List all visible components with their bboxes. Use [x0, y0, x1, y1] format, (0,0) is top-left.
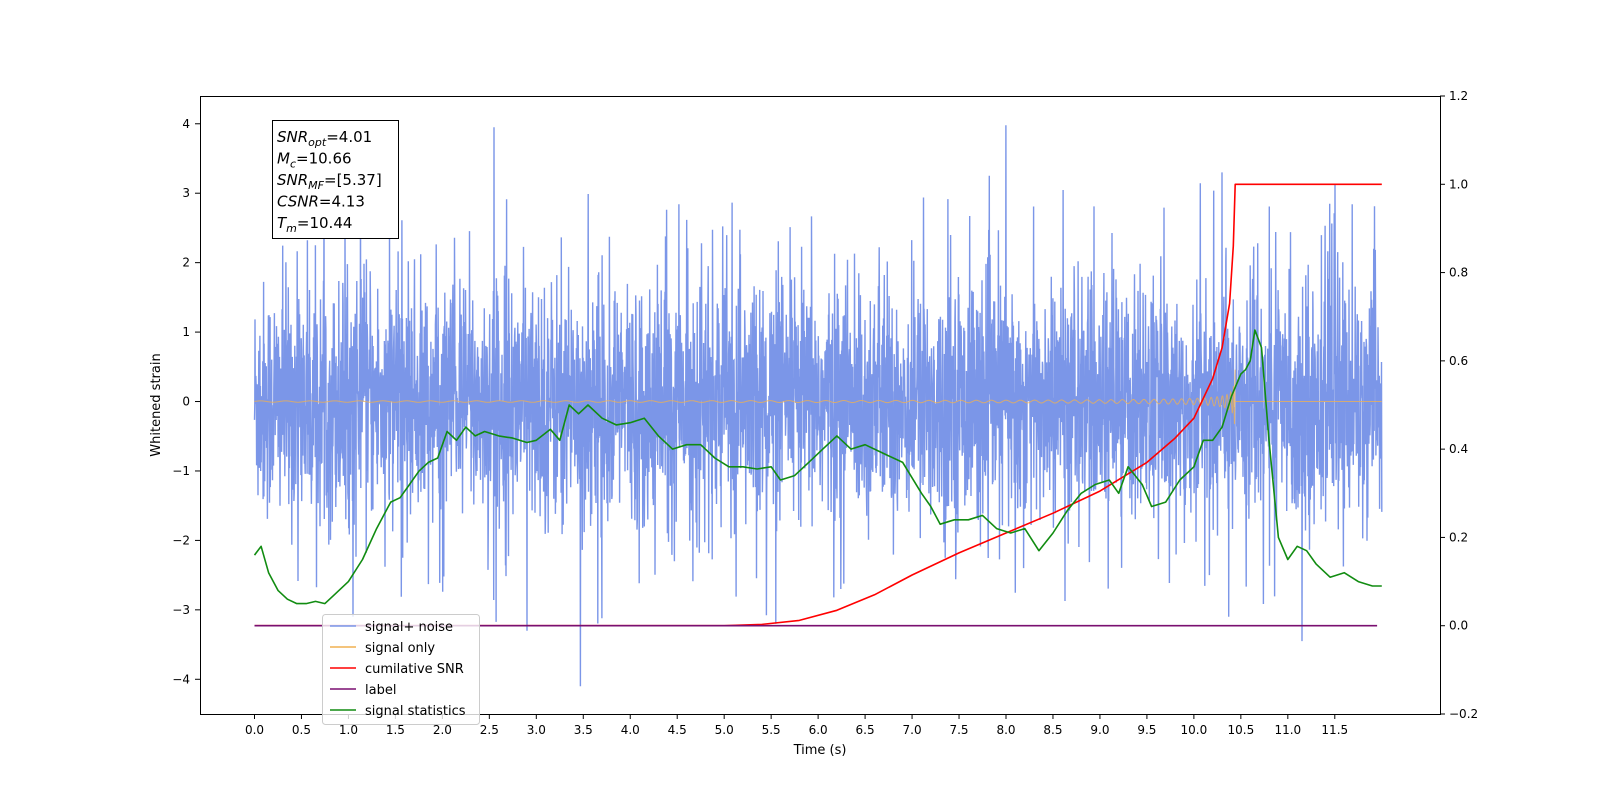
y-axis-label: Whitened strain [149, 353, 164, 456]
x-tick-label: 0.0 [245, 723, 264, 737]
series-cumilative-snr [254, 183, 1382, 627]
annotation-value: =[5.37] [324, 171, 382, 189]
x-tick-label: 10.0 [1181, 723, 1208, 737]
x-tick-label: 7.5 [949, 723, 968, 737]
y2-tick-label: 0.4 [1449, 442, 1468, 456]
y2-tick-label: 1.2 [1449, 89, 1468, 103]
series-signal-statistics [253, 329, 1382, 605]
y-tick-label: 0 [182, 395, 190, 409]
legend: signal+ noise signal only cumilative SNR la… [322, 614, 480, 725]
annotation-symbol: SNR [277, 171, 308, 189]
annotation-subscript: MF [308, 179, 324, 192]
annotation-symbol: SNR [277, 128, 308, 146]
legend-entry: label [365, 683, 396, 698]
x-tick-label: 8.5 [1043, 723, 1062, 737]
y2-tick-label: −0.2 [1449, 707, 1478, 721]
y-tick-label: −4 [172, 672, 190, 686]
annotation-symbol: T [277, 214, 288, 232]
x-tick-label: 0.5 [292, 723, 311, 737]
x-tick-label: 4.0 [621, 723, 640, 737]
y2-tick-label: 0.6 [1449, 354, 1468, 368]
x-tick-label: 11.0 [1274, 723, 1301, 737]
x-tick-label: 3.5 [574, 723, 593, 737]
x-tick-label: 1.0 [339, 723, 358, 737]
y-tick-label: −3 [172, 603, 190, 617]
annotation-value: =4.01 [326, 128, 372, 146]
legend-frame [322, 614, 480, 725]
x-tick-label: 6.0 [809, 723, 828, 737]
y2-tick-label: 1.0 [1449, 177, 1468, 191]
legend-entry: signal only [365, 641, 435, 656]
annotation-line: Mc=10.66 [277, 150, 352, 171]
y-tick-label: −2 [172, 533, 190, 547]
x-axis: 0.0 0.5 1.0 1.5 2.0 2.5 3.0 3.5 4.0 4.5 5.0 5.5 6.0 6… [245, 714, 1348, 737]
annotation-symbol: CSNR [277, 193, 319, 211]
annotation-value: =10.44 [297, 214, 353, 232]
x-tick-label: 2.0 [433, 723, 452, 737]
annotation-subscript: c [290, 158, 296, 171]
y2-tick-label: 0.8 [1449, 266, 1468, 280]
x-tick-label: 2.5 [480, 723, 499, 737]
annotation-subscript: opt [308, 136, 327, 149]
x-tick-label: 8.0 [996, 723, 1015, 737]
x-tick-label: 4.5 [668, 723, 687, 737]
annotation-line: Tm=10.44 [277, 214, 352, 235]
x-axis-label: Time (s) [793, 743, 847, 758]
annotation-symbol: M [277, 150, 290, 168]
annotation-value: =10.66 [296, 150, 352, 168]
series-signal-only [254, 369, 1236, 425]
x-tick-label: 9.5 [1137, 723, 1156, 737]
y-tick-label: 2 [182, 256, 190, 270]
y2-tick-label: 0.0 [1449, 619, 1468, 633]
x-tick-label: 5.5 [762, 723, 781, 737]
legend-entry: cumilative SNR [365, 662, 464, 677]
plot-frame [200, 96, 1441, 715]
legend-entry: signal+ noise [365, 620, 453, 635]
y-tick-label: 4 [182, 117, 190, 131]
y2-axis: −0.2 0.0 0.2 0.4 0.6 0.8 1.0 1.2 [1440, 89, 1478, 721]
x-tick-label: 1.5 [386, 723, 405, 737]
stats-annotation-box: SNRopt=4.01Mc=10.66SNRMF=[5.37]CSNR=4.13… [272, 120, 399, 239]
y2-tick-label: 0.2 [1449, 530, 1468, 544]
x-tick-label: 6.5 [856, 723, 875, 737]
y-axis: −4 −3 −2 −1 0 1 2 3 4 [172, 117, 200, 686]
annotation-line: CSNR=4.13 [277, 193, 365, 211]
x-tick-label: 11.5 [1321, 723, 1348, 737]
annotation-value: =4.13 [319, 193, 365, 211]
annotation-frame [272, 120, 399, 239]
x-tick-label: 9.0 [1090, 723, 1109, 737]
legend-entry: signal statistics [365, 704, 466, 719]
x-tick-label: 5.0 [715, 723, 734, 737]
y-tick-label: −1 [172, 464, 190, 478]
x-tick-label: 10.5 [1227, 723, 1254, 737]
x-tick-label: 3.0 [527, 723, 546, 737]
y-tick-label: 3 [182, 186, 190, 200]
x-tick-label: 7.0 [903, 723, 922, 737]
series-layer [253, 125, 1383, 687]
annotation-line: SNRopt=4.01 [277, 128, 372, 149]
y-tick-label: 1 [182, 325, 190, 339]
annotation-subscript: m [286, 222, 297, 235]
annotation-line: SNRMF=[5.37] [277, 171, 382, 192]
